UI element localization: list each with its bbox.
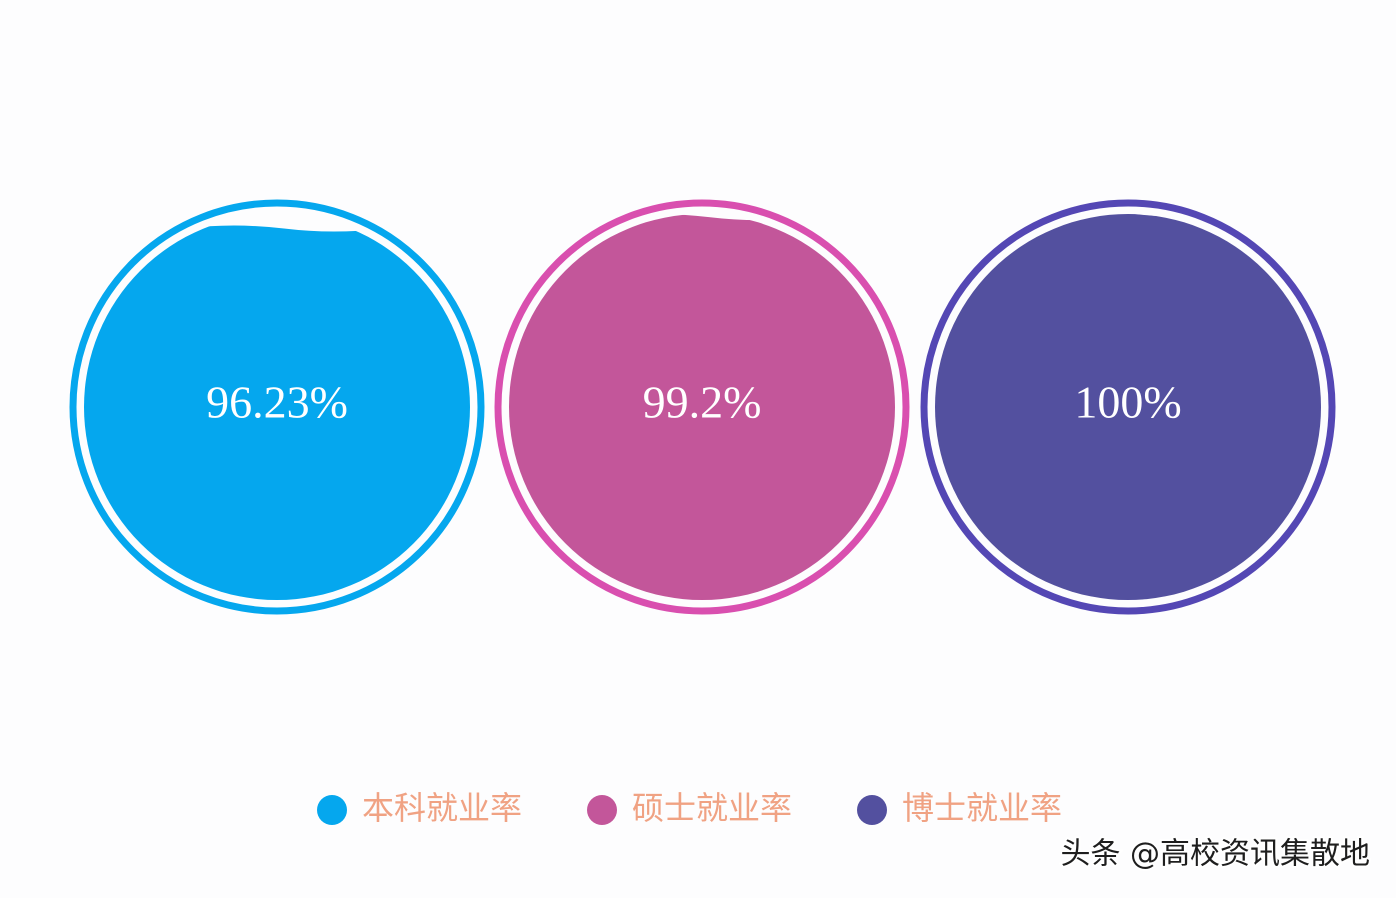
legend-swatch — [587, 795, 617, 825]
outer-ring — [494, 199, 910, 615]
legend-label: 硕士就业率 — [632, 789, 792, 827]
value-label: 96.23% — [206, 377, 348, 428]
legend-label: 本科就业率 — [362, 789, 522, 827]
legend-label: 博士就业率 — [902, 789, 1062, 827]
legend-swatch — [857, 795, 887, 825]
liquid-fill — [509, 214, 895, 600]
legend-swatch — [317, 795, 347, 825]
watermark: 头条 @高校资讯集散地 — [1060, 837, 1370, 872]
liquid-fill — [935, 214, 1321, 600]
outer-ring — [69, 199, 485, 615]
value-label: 100% — [1074, 377, 1181, 428]
liquid-fill — [84, 225, 470, 600]
value-label: 99.2% — [643, 377, 762, 428]
outer-ring — [920, 199, 1336, 615]
